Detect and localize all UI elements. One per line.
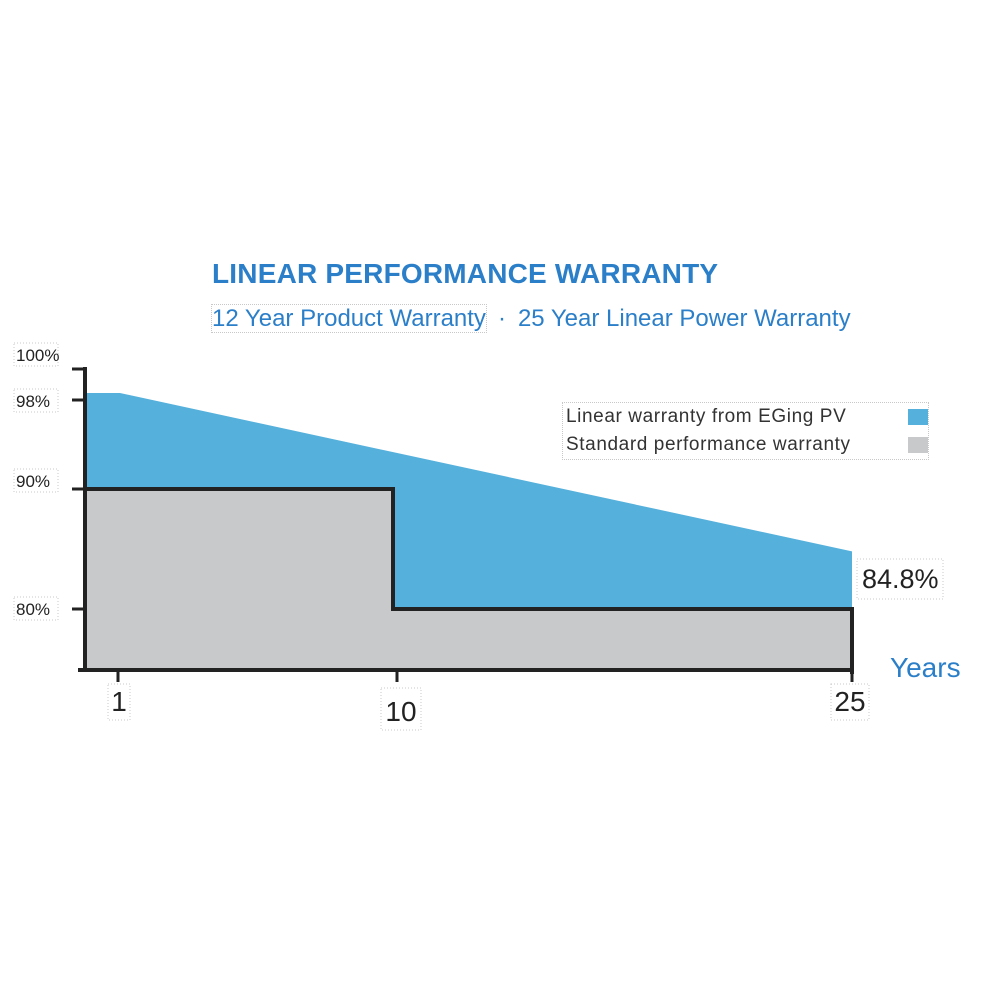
subtitle-product-warranty: 12 Year Product Warranty [211,304,487,333]
end-value-box [856,558,944,600]
standard-warranty-area [85,489,852,670]
x-tick-label: 10 [385,696,416,727]
legend-item-linear: Linear warranty from EGing PV [563,403,928,431]
x-tick-label-box [830,683,870,721]
legend-label-standard: Standard performance warranty [566,434,851,455]
y-tick-label: 98% [16,392,50,411]
legend-swatch-linear [908,409,928,425]
legend-item-standard: Standard performance warranty [563,431,928,459]
x-tick-label: 25 [834,686,865,717]
y-tick-label-box [13,342,59,367]
chart-title: LINEAR PERFORMANCE WARRANTY [212,258,719,289]
end-value-annotation: 84.8% [862,564,939,594]
y-tick-label: 90% [16,472,50,491]
x-tick-label-box [380,687,422,731]
chart-subtitle: 12 Year Product Warranty · 25 Year Linear … [211,304,851,333]
legend-label-linear: Linear warranty from EGing PV [566,406,847,427]
y-tick-label: 80% [16,600,50,619]
chart-legend: Linear warranty from EGing PV Standard p… [562,402,929,460]
y-tick-label: 100% [16,346,59,365]
y-tick-label-box [13,596,59,621]
y-tick-label-box [13,388,59,413]
x-axis-label: Years [890,652,961,683]
x-tick-label: 1 [111,686,127,717]
y-tick-label-box [13,468,59,493]
legend-swatch-standard [908,437,928,453]
standard-warranty-line [85,487,854,674]
subtitle-power-warranty: 25 Year Linear Power Warranty [517,305,851,332]
subtitle-separator: · [497,305,506,332]
x-tick-label-box [107,683,131,721]
